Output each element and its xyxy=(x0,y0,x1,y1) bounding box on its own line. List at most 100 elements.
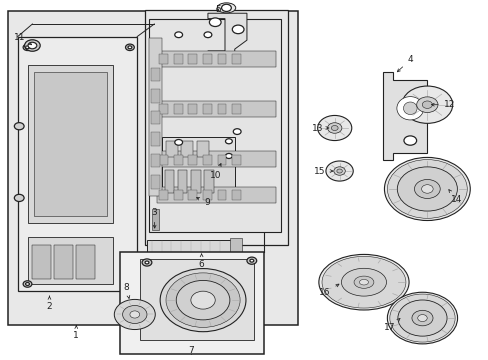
Text: 14: 14 xyxy=(448,190,461,204)
Circle shape xyxy=(24,40,40,51)
Circle shape xyxy=(160,269,245,332)
Circle shape xyxy=(386,292,457,344)
Circle shape xyxy=(122,306,147,323)
Ellipse shape xyxy=(353,276,373,288)
Bar xyxy=(188,154,197,165)
Bar xyxy=(144,10,288,244)
Circle shape xyxy=(414,180,439,198)
Bar xyxy=(159,154,167,165)
Circle shape xyxy=(174,139,182,145)
Ellipse shape xyxy=(403,102,416,114)
Bar xyxy=(157,187,276,203)
Bar xyxy=(173,154,182,165)
Bar xyxy=(173,190,182,201)
Bar xyxy=(190,170,200,193)
Circle shape xyxy=(389,294,454,342)
Circle shape xyxy=(336,169,342,173)
Bar xyxy=(157,151,276,167)
Circle shape xyxy=(417,315,427,321)
Text: 15: 15 xyxy=(314,167,332,176)
Circle shape xyxy=(333,167,345,175)
Bar xyxy=(151,89,159,103)
Circle shape xyxy=(325,161,352,181)
Bar xyxy=(157,51,276,67)
Bar xyxy=(217,54,226,64)
Bar xyxy=(18,37,137,291)
Text: 2: 2 xyxy=(46,296,52,311)
Circle shape xyxy=(190,291,215,309)
Text: 17: 17 xyxy=(383,319,399,332)
Bar xyxy=(152,209,159,230)
Circle shape xyxy=(327,123,341,133)
Text: 11: 11 xyxy=(14,33,32,45)
Circle shape xyxy=(142,259,152,266)
Circle shape xyxy=(384,157,469,221)
Circle shape xyxy=(203,32,211,38)
Text: 4: 4 xyxy=(397,55,412,72)
Bar xyxy=(203,190,211,201)
Bar xyxy=(164,170,174,193)
Bar xyxy=(217,154,226,165)
Circle shape xyxy=(225,153,232,158)
Circle shape xyxy=(386,159,467,218)
Circle shape xyxy=(249,259,253,262)
Circle shape xyxy=(23,281,32,287)
Text: 6: 6 xyxy=(198,254,204,269)
Bar xyxy=(188,54,197,64)
Bar xyxy=(232,104,241,114)
Text: 8: 8 xyxy=(123,283,129,298)
Bar xyxy=(229,238,242,255)
Circle shape xyxy=(128,46,132,49)
Bar xyxy=(149,19,281,232)
Circle shape xyxy=(145,261,149,264)
Bar xyxy=(27,237,113,284)
Bar xyxy=(232,54,241,64)
Circle shape xyxy=(246,257,256,264)
Bar xyxy=(161,137,234,160)
Bar xyxy=(173,104,182,114)
Bar xyxy=(120,252,264,354)
Bar xyxy=(165,141,177,157)
Bar xyxy=(173,54,182,64)
Bar xyxy=(151,154,159,167)
Circle shape xyxy=(401,86,452,123)
Circle shape xyxy=(165,273,240,327)
Bar xyxy=(151,132,159,146)
Text: 13: 13 xyxy=(311,123,328,132)
Circle shape xyxy=(25,283,29,285)
Ellipse shape xyxy=(341,268,386,296)
Circle shape xyxy=(233,129,241,134)
Text: 5: 5 xyxy=(214,5,220,14)
Circle shape xyxy=(209,18,221,27)
Bar xyxy=(159,54,167,64)
Bar xyxy=(177,170,187,193)
Circle shape xyxy=(14,123,24,130)
Circle shape xyxy=(174,32,182,38)
Circle shape xyxy=(225,139,232,144)
Bar xyxy=(217,104,226,114)
Bar xyxy=(188,104,197,114)
Text: 16: 16 xyxy=(319,284,338,297)
Text: 10: 10 xyxy=(209,163,221,180)
Circle shape xyxy=(397,167,456,211)
Ellipse shape xyxy=(318,255,408,310)
Bar xyxy=(232,154,241,165)
Circle shape xyxy=(221,4,231,12)
Circle shape xyxy=(411,310,432,326)
Bar xyxy=(140,259,254,339)
Circle shape xyxy=(125,44,134,50)
Bar xyxy=(54,244,73,279)
Bar xyxy=(203,104,211,114)
Bar xyxy=(188,190,197,201)
Bar xyxy=(203,54,211,64)
Bar xyxy=(147,240,239,253)
Bar xyxy=(203,170,213,193)
Circle shape xyxy=(23,44,32,50)
Ellipse shape xyxy=(359,279,368,285)
Bar xyxy=(203,154,211,165)
Bar xyxy=(161,166,234,196)
Ellipse shape xyxy=(217,3,235,13)
Bar xyxy=(32,244,51,279)
Text: 1: 1 xyxy=(73,325,79,341)
Bar xyxy=(151,111,159,125)
